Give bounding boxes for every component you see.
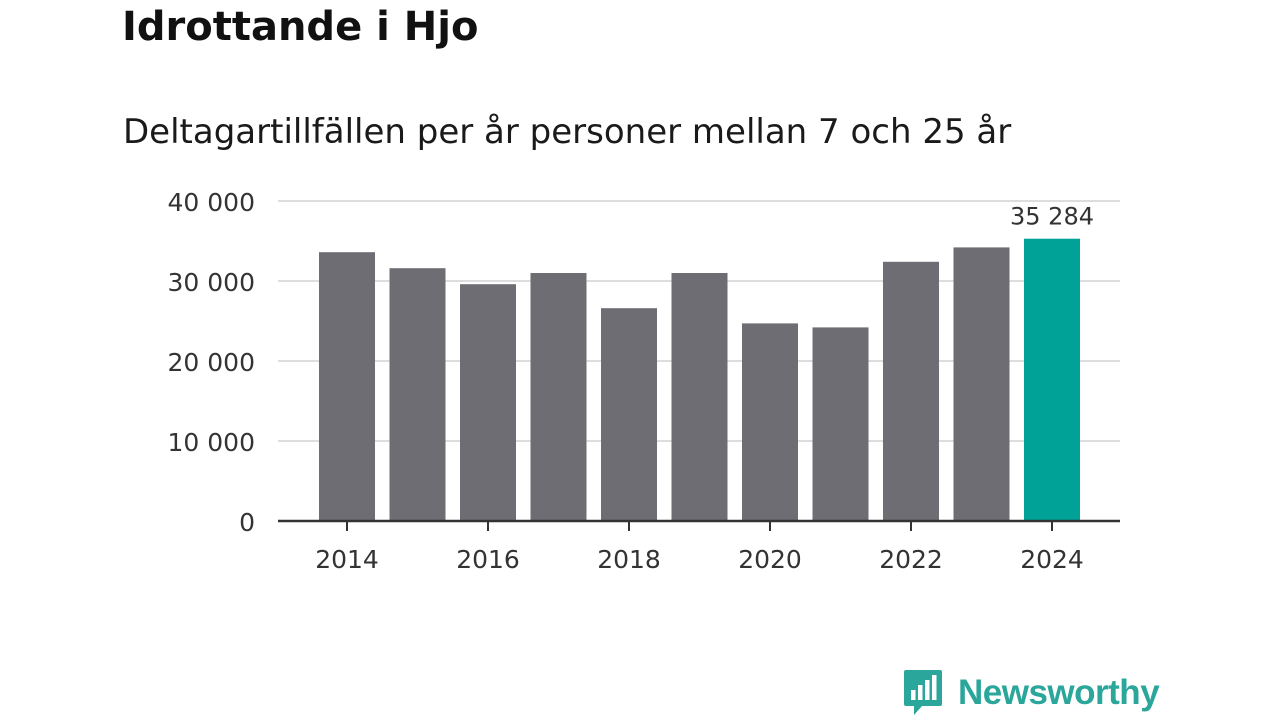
- y-tick-label: 30 000: [168, 268, 255, 297]
- x-axis-ticks: 2014 2016 2018 2020 2022 2024: [315, 521, 1084, 574]
- bar-2016: [460, 284, 516, 521]
- x-tick-label: 2024: [1020, 545, 1084, 574]
- bar-2023: [953, 247, 1010, 521]
- chart-subtitle: Deltagartillfällen per år personer mella…: [123, 112, 1012, 152]
- y-tick-label: 20 000: [168, 348, 255, 377]
- y-tick-label: 10 000: [168, 428, 255, 457]
- bar-2014: [319, 252, 375, 521]
- x-tick-label: 2016: [456, 545, 520, 574]
- bar-2020: [742, 323, 798, 521]
- highlight-value-label: 35 284: [1010, 203, 1094, 231]
- bar-2022: [883, 261, 939, 521]
- x-tick-label: 2020: [738, 545, 802, 574]
- bars: [319, 238, 1080, 521]
- newsworthy-logo: Newsworthy: [902, 668, 1160, 718]
- y-tick-label: 0: [239, 508, 255, 537]
- bar-2017: [530, 273, 587, 521]
- bar-2024: [1024, 238, 1080, 521]
- y-axis-ticks: 0 10 000 20 000 30 000 40 000: [168, 188, 255, 537]
- bar-2019: [671, 273, 728, 521]
- x-tick-label: 2014: [315, 545, 379, 574]
- data-labels: 35 284: [1010, 203, 1094, 231]
- bar-2018: [601, 308, 657, 521]
- bar-2015: [389, 268, 446, 521]
- brand-name: Newsworthy: [958, 673, 1160, 712]
- bar-chart-speech-bubble-icon: [904, 670, 942, 715]
- x-tick-label: 2022: [879, 545, 943, 574]
- bar-2021: [812, 327, 869, 521]
- y-tick-label: 40 000: [168, 188, 255, 217]
- x-tick-label: 2018: [597, 545, 661, 574]
- chart-title: Idrottande i Hjo: [122, 4, 479, 50]
